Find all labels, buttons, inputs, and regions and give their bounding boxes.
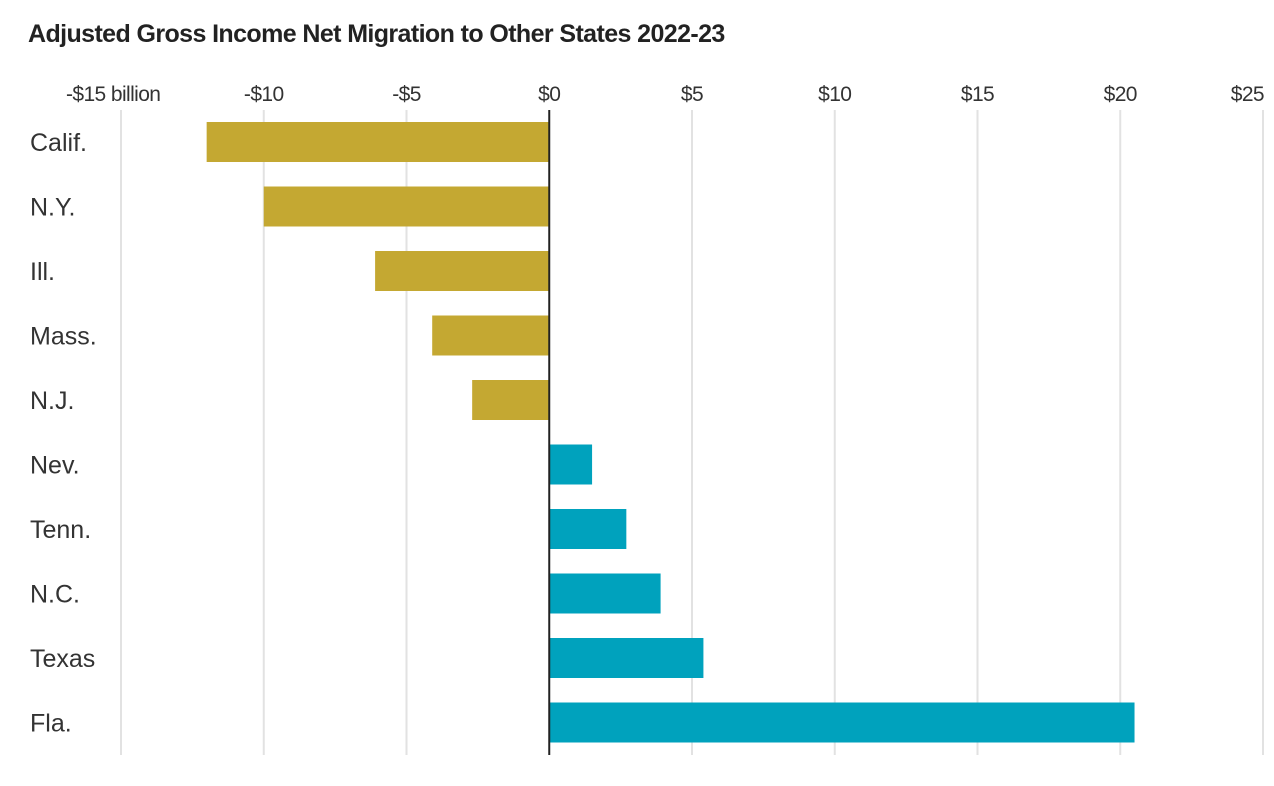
x-tick-label: -$5	[392, 83, 421, 106]
x-tick-label: $10	[818, 83, 851, 106]
category-label: Mass.	[30, 323, 97, 351]
x-tick-label: -$10	[244, 83, 284, 106]
bar-fla	[549, 702, 1135, 743]
x-tick-label: $25	[1231, 83, 1264, 106]
category-label: Calif.	[30, 129, 87, 157]
bar-nj	[472, 380, 550, 420]
x-tick-label: $20	[1104, 83, 1137, 106]
x-tick-label: $0	[538, 83, 560, 106]
chart-title: Adjusted Gross Income Net Migration to O…	[28, 20, 725, 48]
x-tick-label: $5	[681, 83, 703, 106]
category-label: N.C.	[30, 581, 80, 609]
category-label: Texas	[30, 645, 95, 673]
bar-ny	[263, 186, 550, 227]
bar-texas	[549, 638, 704, 678]
category-label: N.Y.	[30, 194, 75, 222]
x-tick-label: -$15 billion	[66, 83, 160, 106]
x-tick-label: $15	[961, 83, 994, 106]
category-label: Ill.	[30, 258, 55, 286]
bar-nev	[549, 444, 593, 485]
category-label: Tenn.	[30, 516, 91, 544]
category-label: Nev.	[30, 452, 80, 480]
bar-ill	[375, 251, 550, 291]
category-label: N.J.	[30, 387, 74, 415]
bar-calif	[206, 122, 550, 162]
bar-tenn	[549, 509, 627, 549]
category-label: Fla.	[30, 710, 72, 738]
bar-nc	[549, 573, 661, 614]
bar-mass	[432, 315, 550, 356]
